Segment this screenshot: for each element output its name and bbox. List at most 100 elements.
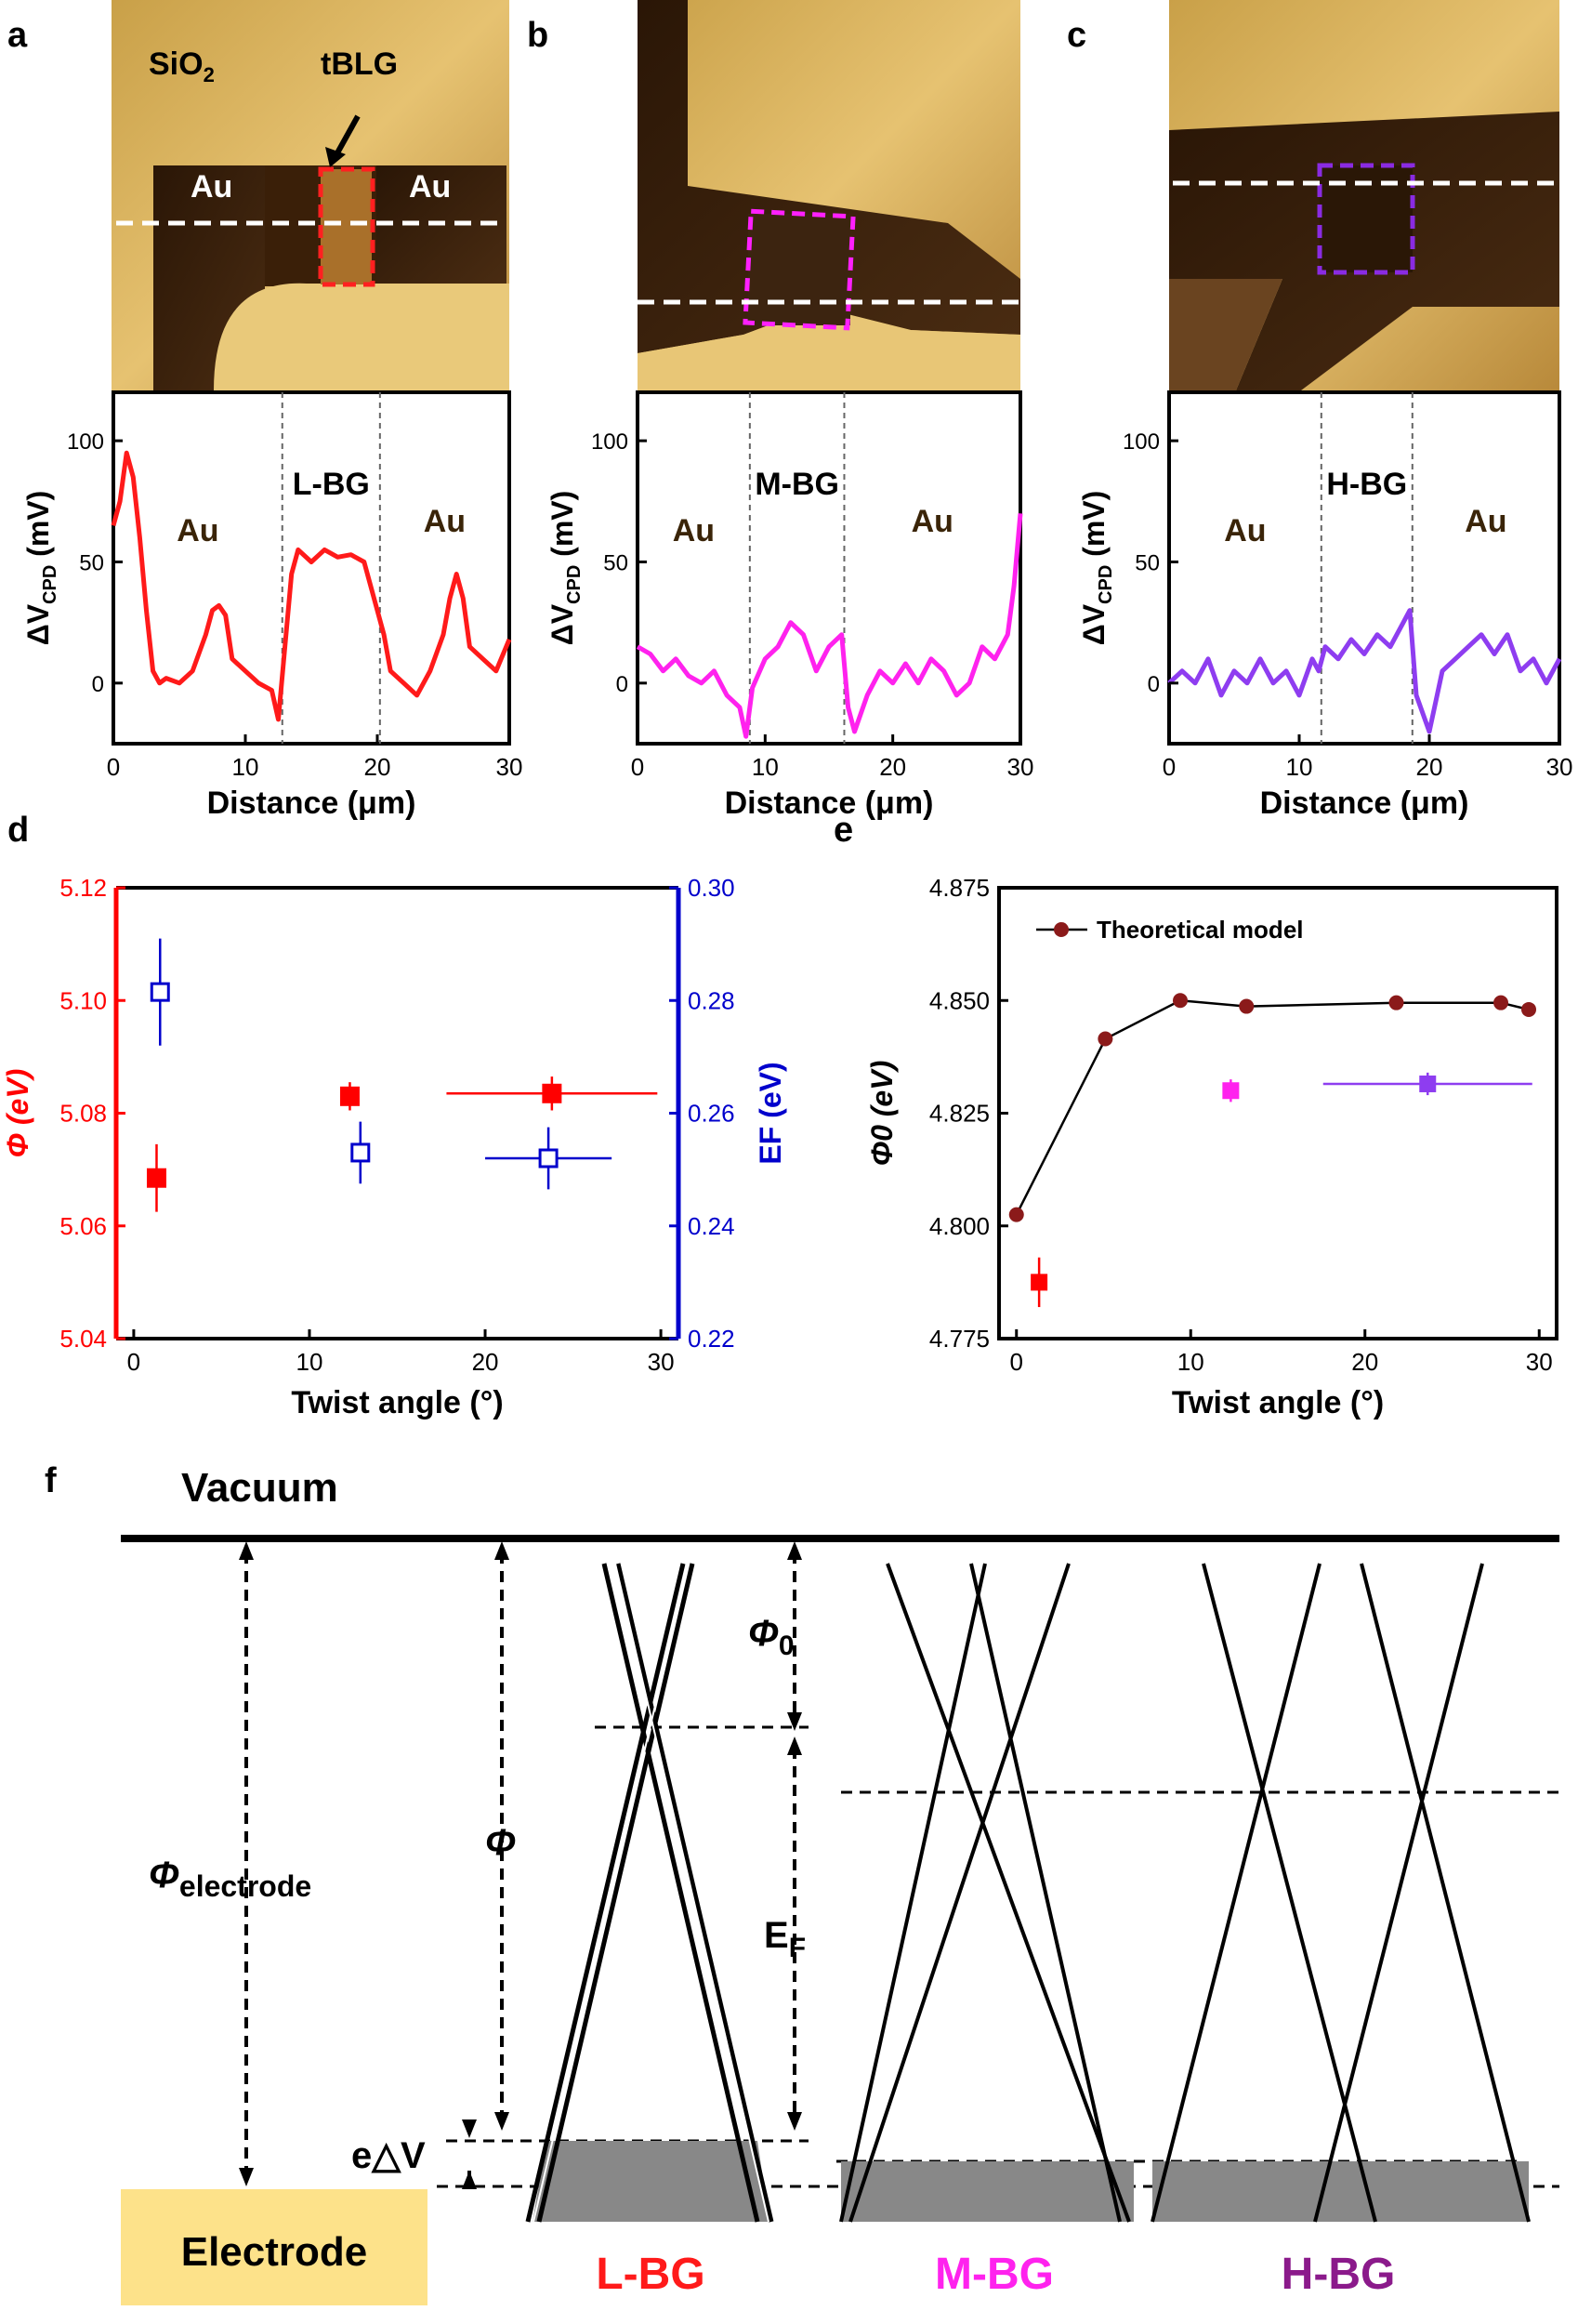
mbg-cones: [839, 1563, 1131, 2223]
theory-point-e-1: [1098, 1031, 1113, 1047]
panel-letter-f: f: [45, 1461, 57, 1500]
xtick-label-d: 30: [648, 1348, 675, 1376]
point-e-2-0: [1222, 1082, 1240, 1100]
ytick-label-b: 100: [591, 429, 628, 455]
theory-point-e-0: [1008, 1207, 1024, 1222]
xtick-label-c: 30: [1546, 753, 1573, 781]
ytick-label-e: 4.800: [929, 1212, 990, 1240]
ytick-label-b: 50: [603, 550, 628, 575]
ylabel-b: ΔVCPD (mV): [546, 491, 585, 646]
point-d-1-1: [350, 1142, 371, 1163]
legend-label-e: Theoretical model: [1097, 916, 1304, 944]
ytick-right-label-d: 0.28: [688, 986, 735, 1014]
xtick-label-d: 0: [127, 1348, 140, 1376]
ytick-label-e: 4.825: [929, 1100, 990, 1128]
region-label-center-c: H-BG: [1326, 467, 1407, 502]
xtick-label-a: 0: [107, 753, 120, 781]
xtick-label-c: 20: [1416, 753, 1443, 781]
region-label-left-a: Au: [177, 513, 218, 548]
label-mbg: M-BG: [935, 2250, 1054, 2299]
label-hbg: H-BG: [1282, 2250, 1396, 2299]
ylabel-main: ΔV: [546, 603, 579, 645]
ylabel-sub: CPD: [40, 565, 60, 604]
xtick-label-b: 30: [1007, 753, 1034, 781]
panel-letter-d: d: [7, 811, 29, 850]
theory-point-e-5: [1493, 995, 1508, 1010]
xlabel-a: Distance (μm): [207, 786, 416, 821]
ytick-right-label-d: 0.30: [688, 874, 735, 902]
sio2-label: SiO2: [149, 46, 215, 86]
ylabel-left-d: Φ (eV): [1, 1069, 34, 1158]
band-diagram-f: Vacuum Electrode Φelectrode Φ Φ0 EF e△V: [121, 1465, 1559, 2305]
xtick-label-a: 30: [496, 753, 523, 781]
ylabel-sub: CPD: [564, 565, 585, 604]
profile-frame-b: [636, 390, 1022, 746]
cpd-trace-a: [111, 450, 512, 722]
ylabel-a: ΔVCPD (mV): [21, 491, 60, 646]
tblg-label: tBLG: [321, 46, 398, 82]
ef-label: EF: [764, 1915, 806, 1963]
ytick-left-label-d: 5.10: [59, 986, 107, 1014]
label-lbg: L-BG: [596, 2250, 704, 2299]
xtick-label-d: 20: [472, 1348, 499, 1376]
xtick-label-a: 20: [364, 753, 391, 781]
edv-label: e△V: [351, 2135, 426, 2176]
profile-frame-c: [1167, 390, 1561, 746]
xtick-label-e: 30: [1526, 1348, 1553, 1376]
xtick-label-a: 10: [232, 753, 259, 781]
xtick-label-e: 10: [1177, 1348, 1204, 1376]
lbg-cones: [525, 1563, 774, 2223]
vacuum-label: Vacuum: [181, 1465, 338, 1511]
panel-letter-b: b: [527, 16, 548, 55]
hbg-outline-c: [1317, 163, 1415, 275]
region-label-center-b: M-BG: [755, 467, 839, 502]
hbg-cones: [1151, 1563, 1531, 2223]
xtick-label-b: 10: [752, 753, 779, 781]
kpfm-image-c: [1169, 0, 1559, 390]
xtick-label-b: 0: [631, 753, 644, 781]
region-label-right-a: Au: [424, 504, 466, 539]
region-label-left-c: Au: [1224, 513, 1266, 548]
ytick-left-label-d: 5.04: [59, 1325, 107, 1353]
phi-label: Φ: [485, 1822, 516, 1863]
lbg-filled-states: [533, 2141, 769, 2222]
region-label-right-c: Au: [1465, 504, 1506, 539]
xtick-label-c: 0: [1163, 753, 1176, 781]
theory-point-e-3: [1239, 998, 1255, 1014]
ytick-label-c: 100: [1123, 429, 1160, 455]
ylabel-unit: (mV): [21, 491, 55, 565]
au-label-left-a: Au: [191, 169, 232, 205]
ylabel-sub: CPD: [1096, 565, 1116, 604]
legend-marker-e: [1054, 922, 1069, 937]
au-label-right-a: Au: [409, 169, 451, 205]
ytick-left-label-d: 5.08: [59, 1100, 107, 1128]
xtick-label-c: 10: [1286, 753, 1313, 781]
point-d-0-2: [542, 1083, 562, 1103]
theory-point-e-4: [1388, 995, 1404, 1010]
mbg-outline-b: [743, 208, 856, 331]
kpfm-image-a: SiO2 tBLG Au Au: [112, 0, 509, 390]
panel-letter-e: e: [834, 811, 853, 850]
theory-point-e-2: [1173, 993, 1188, 1009]
ytick-label-b: 0: [616, 672, 628, 697]
region-label-left-b: Au: [673, 513, 715, 548]
profile-frame-a: [112, 390, 511, 746]
ylabel-unit: (mV): [546, 491, 579, 565]
ytick-label-e: 4.775: [929, 1325, 990, 1353]
theory-point-e-6: [1521, 1001, 1536, 1017]
ylabel-main: ΔV: [1077, 603, 1111, 645]
arrow-a: [332, 114, 361, 160]
point-e-1-0: [1031, 1274, 1048, 1291]
xtick-label-e: 20: [1351, 1348, 1378, 1376]
ylabel-main: ΔV: [21, 603, 55, 645]
kpfm-image-b: [638, 0, 1020, 390]
phi-electrode-label: Φelectrode: [149, 1855, 311, 1903]
panel-letter-c: c: [1067, 16, 1086, 55]
xtick-label-d: 10: [296, 1348, 323, 1376]
xlabel-b: Distance (μm): [725, 786, 934, 821]
ytick-left-label-d: 5.12: [59, 874, 107, 902]
point-e-3-0: [1419, 1075, 1437, 1092]
region-label-right-b: Au: [912, 504, 953, 539]
